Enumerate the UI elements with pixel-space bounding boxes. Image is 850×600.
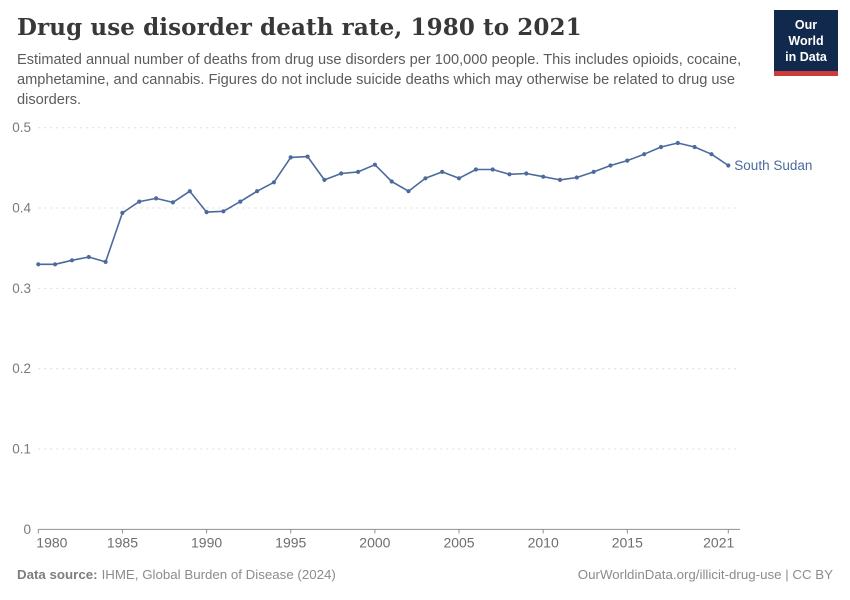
x-axis-tick-label: 1990 [191,535,222,551]
data-point[interactable] [658,144,664,150]
data-point[interactable] [288,155,293,160]
chart-title: Drug use disorder death rate, 1980 to 20… [17,14,582,41]
data-point[interactable] [675,140,680,146]
chart-footer: Data source: IHME, Global Burden of Disea… [17,567,833,582]
data-source-note: Data source: IHME, Global Burden of Disea… [17,567,336,582]
data-point[interactable] [255,189,260,194]
data-point[interactable] [356,169,361,174]
data-point[interactable] [507,172,512,177]
data-point[interactable] [372,162,377,167]
data-point[interactable] [692,144,697,150]
data-point[interactable] [524,171,529,176]
data-point[interactable] [557,177,563,182]
series-south-sudan[interactable] [36,140,731,267]
series-line[interactable] [38,142,729,266]
chart-header: Drug use disorder death rate, 1980 to 20… [17,14,833,111]
owid-logo-line1: Our World [788,18,824,48]
x-axis-tick-label: 2000 [359,535,390,551]
data-point[interactable] [625,158,630,163]
data-point[interactable] [406,189,411,194]
data-point[interactable] [103,259,108,264]
owid-logo-text: Our World in Data [774,10,838,71]
data-point[interactable] [221,209,226,214]
x-axis-tick-label: 2005 [443,535,474,551]
y-axis-tick-label: 0.5 [12,120,31,135]
owid-logo[interactable]: Our World in Data [774,10,838,76]
data-point[interactable] [238,199,243,204]
x-axis-tick-label: 2021 [703,535,734,551]
data-point[interactable] [271,180,276,185]
data-source-label: Data source: [17,567,98,582]
data-point[interactable] [541,174,546,179]
owid-logo-line2: in Data [785,50,827,64]
data-point[interactable] [490,167,495,172]
data-point[interactable] [187,189,192,194]
attribution-link[interactable]: OurWorldinData.org/illicit-drug-use | CC… [577,567,833,582]
data-point[interactable] [423,176,428,181]
data-point[interactable] [456,176,462,181]
y-axis-tick-label: 0 [23,522,31,537]
data-point[interactable] [473,167,478,172]
x-axis-tick-label: 1995 [275,535,306,551]
data-point[interactable] [170,200,175,205]
data-point[interactable] [642,152,647,157]
data-point[interactable] [53,262,58,267]
data-point[interactable] [726,163,731,168]
y-axis-tick-label: 0.4 [12,201,31,216]
data-point[interactable] [574,175,579,180]
x-axis-tick-label: 1980 [36,535,67,551]
x-axis-tick-label: 1985 [107,535,138,551]
data-point[interactable] [86,254,91,260]
data-point[interactable] [709,152,714,157]
data-point[interactable] [305,154,310,159]
y-axis-tick-label: 0.3 [12,281,31,296]
data-point[interactable] [204,210,209,215]
data-source-text: IHME, Global Burden of Disease (2024) [101,567,336,582]
data-point[interactable] [608,163,613,168]
data-point[interactable] [69,258,75,263]
data-point[interactable] [322,177,327,182]
data-point[interactable] [440,169,445,174]
data-point[interactable] [120,210,125,215]
data-point[interactable] [591,169,596,174]
y-axis-tick-label: 0.1 [12,442,31,457]
data-point[interactable] [339,171,344,176]
owid-logo-stripe [774,71,838,76]
data-point[interactable] [154,196,159,201]
data-point[interactable] [137,199,142,204]
y-axis-tick-label: 0.2 [12,361,31,376]
x-axis-tick-label: 2010 [528,535,559,551]
x-axis-tick-label: 2015 [612,535,643,551]
data-point[interactable] [36,262,41,267]
chart-subtitle: Estimated annual number of deaths from d… [17,52,742,108]
data-point[interactable] [389,179,394,184]
series-entity-label[interactable]: South Sudan [734,158,812,173]
